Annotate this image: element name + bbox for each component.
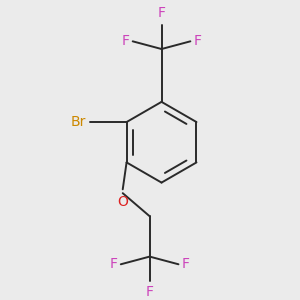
Text: F: F (158, 6, 166, 20)
Text: Br: Br (71, 115, 86, 129)
Text: F: F (110, 257, 118, 271)
Text: F: F (146, 285, 154, 299)
Text: F: F (182, 257, 189, 271)
Text: F: F (122, 34, 130, 48)
Text: O: O (117, 195, 128, 209)
Text: F: F (193, 34, 201, 48)
